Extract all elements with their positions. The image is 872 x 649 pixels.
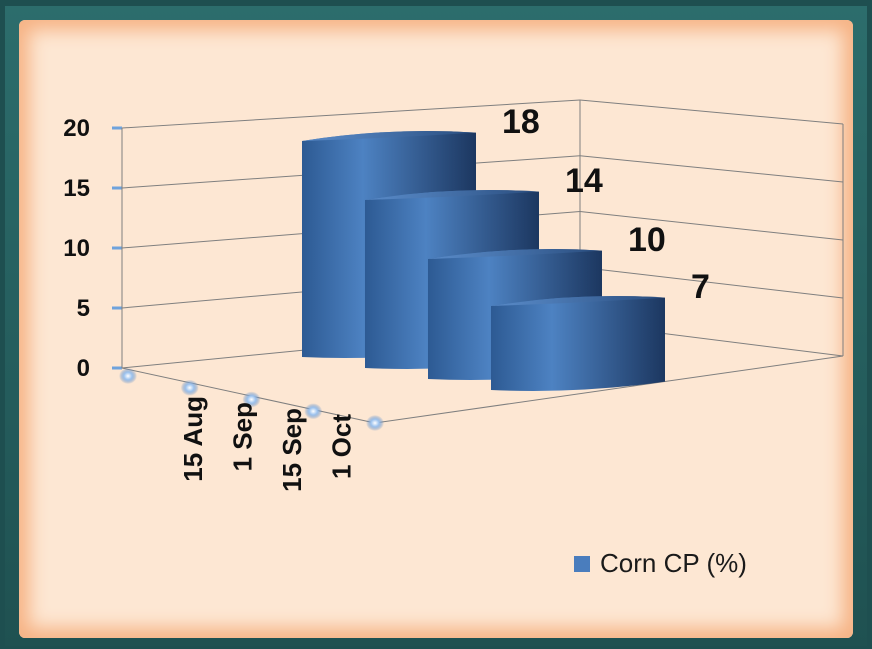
y-tick-label: 0 (77, 355, 90, 382)
x-category-label: 1 Sep (227, 402, 257, 471)
bar-top (365, 190, 539, 200)
bar-top (302, 131, 476, 141)
gridline-right (579, 266, 844, 299)
x-tick-mark (119, 368, 137, 384)
gridline-right (579, 211, 844, 241)
gridline-right (579, 155, 844, 183)
data-label: 7 (691, 268, 710, 306)
bar-top (428, 249, 602, 259)
x-tick-mark (180, 379, 199, 396)
legend-swatch (574, 555, 590, 572)
legend: Corn CP (%) (574, 548, 747, 579)
data-label: 10 (628, 221, 666, 259)
legend-label: Corn CP (%) (600, 548, 747, 578)
bar-top (491, 296, 665, 306)
x-category-label: 15 Aug (178, 396, 208, 482)
gridline-left (121, 99, 581, 129)
y-tick-label: 20 (63, 115, 90, 142)
data-label: 14 (565, 162, 603, 200)
bar (491, 296, 665, 391)
y-tick-label: 15 (63, 175, 90, 202)
x-tick-mark (366, 415, 384, 431)
gridline-right (579, 99, 844, 125)
floor-right-edge (374, 355, 844, 424)
x-tick-mark (304, 403, 323, 420)
x-category-label: 15 Sep (277, 408, 307, 492)
y-tick-label: 10 (63, 235, 90, 262)
y-tick-label: 5 (77, 295, 90, 322)
x-category-label: 1 Oct (326, 414, 356, 479)
data-label: 18 (502, 103, 540, 141)
x-tick-mark (242, 391, 261, 408)
